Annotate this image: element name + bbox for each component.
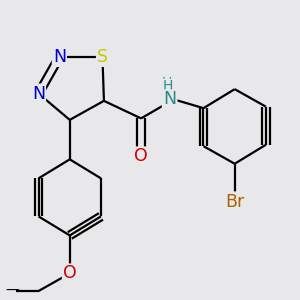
- Text: N: N: [32, 85, 45, 103]
- Text: O: O: [134, 147, 148, 165]
- Text: N: N: [53, 48, 66, 66]
- Text: S: S: [97, 48, 108, 66]
- Text: —: —: [5, 284, 19, 298]
- Text: N: N: [163, 89, 176, 107]
- Text: Br: Br: [225, 193, 244, 211]
- Text: H: H: [163, 79, 173, 93]
- Text: H: H: [162, 76, 172, 90]
- Text: N: N: [164, 90, 176, 108]
- Text: O: O: [63, 264, 76, 282]
